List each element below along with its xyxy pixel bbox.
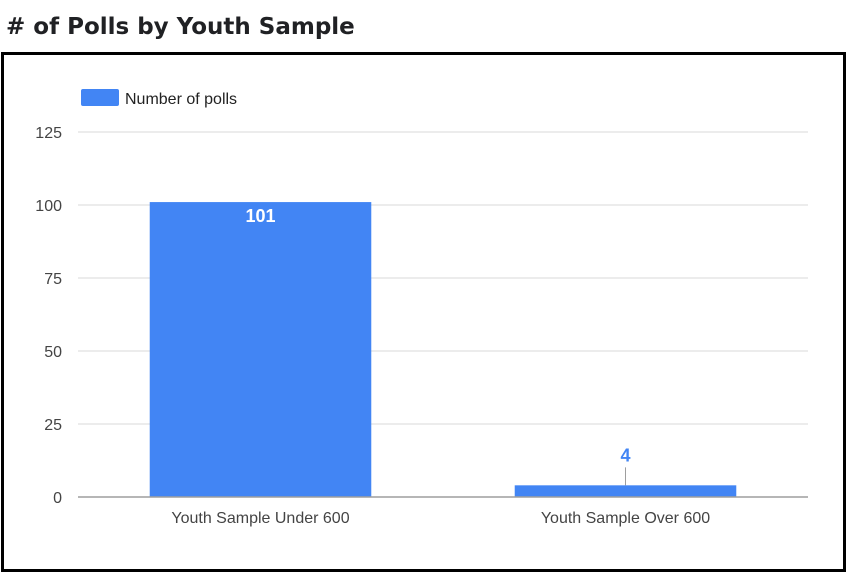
y-tick-label: 75	[44, 271, 62, 288]
bar	[149, 202, 372, 497]
y-tick-label: 25	[44, 417, 62, 434]
legend-label: Number of polls	[125, 91, 237, 108]
y-tick-label: 50	[44, 344, 62, 361]
data-labels: 101 4	[245, 206, 631, 486]
legend: Number of polls	[81, 89, 237, 108]
x-axis-ticks: Youth Sample Under 600 Youth Sample Over …	[171, 510, 710, 527]
y-tick-label: 125	[35, 125, 62, 142]
data-label: 101	[245, 206, 275, 226]
x-tick-label: Youth Sample Over 600	[541, 510, 710, 527]
x-tick-label: Youth Sample Under 600	[171, 510, 349, 527]
legend-swatch	[81, 89, 119, 106]
bar	[514, 485, 737, 497]
data-label: 4	[620, 445, 630, 465]
y-axis-ticks: 0 25 50 75 100 125	[35, 125, 62, 507]
y-tick-label: 0	[53, 490, 62, 507]
y-tick-label: 100	[35, 198, 62, 215]
page-title: # of Polls by Youth Sample	[6, 14, 355, 40]
bars	[149, 202, 737, 497]
